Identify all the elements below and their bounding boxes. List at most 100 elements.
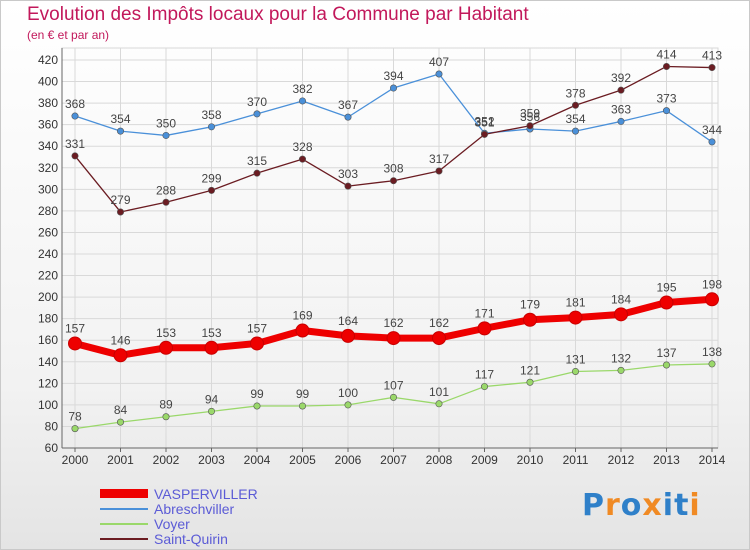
x-tick-label: 2001 (107, 453, 134, 467)
data-label-vasperviller: 157 (65, 321, 85, 335)
y-tick-label: 120 (38, 376, 58, 390)
data-point-saint-quirin (571, 101, 579, 109)
data-label-voyer: 84 (114, 403, 128, 417)
data-label-voyer: 121 (520, 363, 540, 377)
y-tick-label: 260 (38, 225, 58, 239)
legend-swatch (100, 537, 148, 540)
data-point-abreschviller (162, 131, 170, 139)
data-point-abreschviller (662, 107, 670, 115)
x-tick-label: 2000 (62, 453, 89, 467)
x-tick-label: 2011 (563, 453, 589, 467)
data-point-voyer (708, 360, 716, 368)
data-point-voyer (617, 366, 625, 374)
data-label-voyer: 137 (656, 346, 676, 360)
data-point-voyer (208, 407, 216, 415)
data-label-abreschviller: 363 (611, 102, 631, 116)
y-tick-label: 280 (38, 204, 58, 218)
legend-swatch (100, 522, 148, 525)
x-tick-label: 2008 (426, 453, 453, 467)
data-label-voyer: 107 (383, 378, 403, 392)
logo-letter: x (642, 488, 663, 523)
data-point-abreschviller (344, 113, 352, 121)
y-tick-label: 340 (38, 139, 58, 153)
data-point-saint-quirin (117, 208, 125, 216)
data-label-vasperviller: 153 (201, 326, 221, 340)
data-point-saint-quirin (708, 64, 716, 72)
data-point-saint-quirin (617, 86, 625, 94)
x-tick-label: 2002 (153, 453, 180, 467)
y-tick-label: 200 (38, 290, 58, 304)
data-label-voyer: 99 (250, 387, 264, 401)
data-label-vasperviller: 184 (611, 292, 631, 306)
data-point-vasperviller (250, 336, 264, 351)
data-label-vasperviller: 157 (247, 321, 267, 335)
data-point-vasperviller (159, 340, 173, 355)
legend-item: Saint-Quirin (100, 531, 258, 547)
chart-subtitle: (en € et par an) (27, 28, 110, 42)
data-label-abreschviller: 368 (65, 97, 85, 111)
data-label-abreschviller: 358 (201, 108, 221, 122)
data-label-abreschviller: 382 (292, 82, 312, 96)
data-point-abreschviller (708, 138, 716, 146)
data-point-voyer (162, 413, 170, 421)
data-label-vasperviller: 164 (338, 314, 358, 328)
logo-letter: o (620, 488, 643, 523)
data-point-vasperviller (568, 310, 583, 325)
data-label-saint-quirin: 279 (110, 193, 130, 207)
data-point-abreschviller (298, 97, 306, 105)
data-point-saint-quirin (662, 62, 670, 70)
data-point-abreschviller (253, 110, 261, 118)
data-label-vasperviller: 153 (156, 326, 176, 340)
data-point-vasperviller (113, 348, 128, 363)
data-point-voyer (571, 367, 579, 375)
data-point-voyer (389, 393, 397, 401)
data-point-saint-quirin (344, 182, 352, 190)
y-tick-label: 420 (38, 53, 58, 67)
logo-letter: r (605, 488, 621, 523)
data-point-vasperviller (295, 323, 310, 338)
data-point-saint-quirin (480, 130, 488, 138)
data-point-vasperviller (386, 331, 401, 346)
legend-item: VASPERVILLER (100, 486, 258, 502)
data-label-abreschviller: 407 (429, 55, 449, 69)
data-point-voyer (344, 401, 352, 409)
data-label-vasperviller: 169 (292, 309, 312, 323)
y-tick-label: 400 (38, 75, 58, 89)
data-label-abreschviller: 370 (247, 95, 267, 109)
data-point-voyer (480, 383, 488, 391)
data-point-voyer (71, 425, 79, 433)
legend: VASPERVILLER Abreschviller Voyer Saint-Quir… (100, 486, 258, 547)
data-label-vasperviller: 181 (565, 296, 585, 310)
data-label-saint-quirin: 303 (338, 167, 358, 181)
data-point-voyer (526, 378, 534, 386)
data-label-saint-quirin: 359 (520, 107, 540, 121)
x-tick-label: 2014 (699, 453, 726, 467)
data-point-saint-quirin (435, 167, 443, 175)
x-tick-label: 2003 (198, 453, 225, 467)
y-tick-label: 360 (38, 118, 58, 132)
legend-label: Abreschviller (154, 500, 235, 517)
data-label-saint-quirin: 414 (656, 47, 676, 61)
y-tick-label: 140 (38, 355, 58, 369)
data-label-vasperviller: 195 (656, 281, 676, 295)
data-label-voyer: 101 (429, 385, 449, 399)
data-point-abreschviller (617, 117, 625, 125)
data-point-saint-quirin (526, 122, 534, 130)
x-tick-label: 2007 (380, 453, 407, 467)
data-point-saint-quirin (71, 152, 79, 160)
y-tick-label: 100 (38, 398, 58, 412)
data-label-saint-quirin: 328 (292, 140, 312, 154)
data-label-abreschviller: 354 (565, 112, 585, 126)
data-point-vasperviller (341, 328, 355, 343)
logo-letter: i (662, 488, 675, 523)
data-point-vasperviller (659, 295, 674, 310)
data-label-voyer: 132 (611, 351, 631, 365)
data-point-saint-quirin (253, 169, 261, 177)
logo-letter: t (674, 488, 690, 523)
legend-item: Voyer (100, 516, 258, 532)
x-tick-label: 2010 (517, 453, 544, 467)
y-tick-label: 320 (38, 161, 58, 175)
y-tick-label: 60 (45, 441, 59, 455)
